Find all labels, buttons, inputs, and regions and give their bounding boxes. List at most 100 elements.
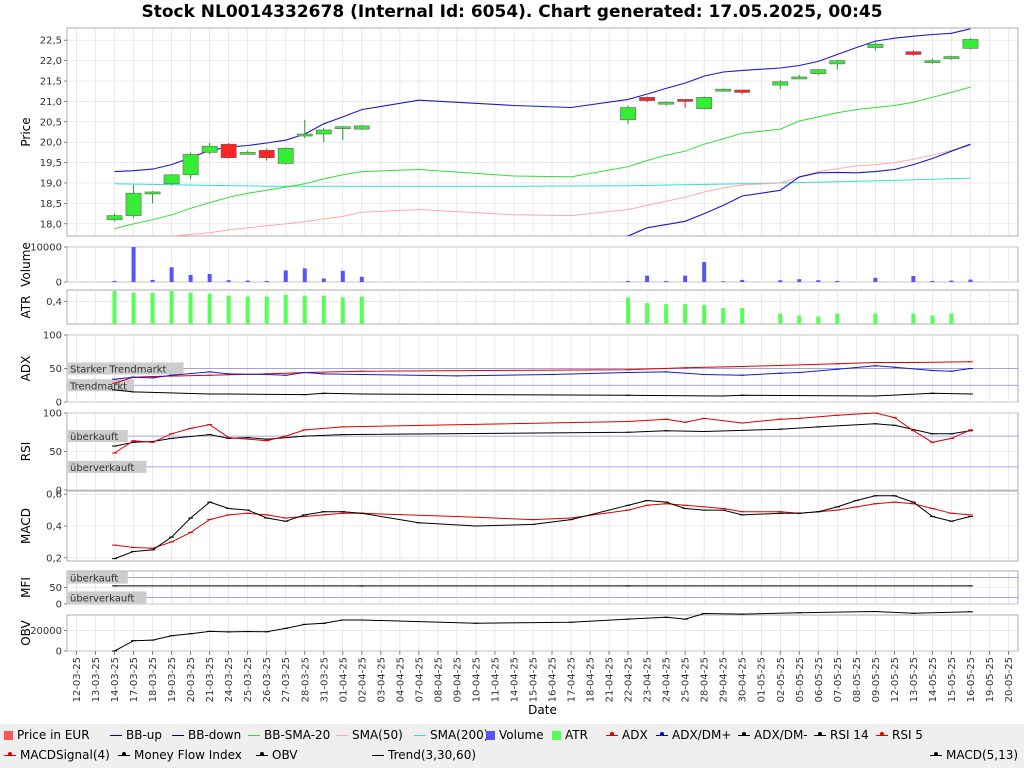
legend-label: BB-up [126, 728, 163, 742]
volume-bar [911, 276, 916, 282]
volume-bar [645, 275, 650, 282]
volume-bar [873, 277, 878, 282]
atr-bar [359, 296, 364, 324]
y-tick-label: 22,0 [40, 56, 62, 67]
volume-bar [930, 280, 935, 282]
legend-swatch [4, 731, 13, 740]
legend-label: ADX/DM+ [672, 728, 732, 742]
x-tick-label: 15-04-25 [528, 657, 539, 702]
legend-label: Trend(3,30,60) [388, 748, 477, 762]
legend-label: SMA(200) [430, 728, 489, 742]
chart-title: Stock NL0014332678 (Internal Id: 6054). … [141, 2, 883, 22]
x-tick-label: 14-04-25 [509, 657, 520, 702]
atr-bar [797, 315, 802, 324]
legend-swatch [336, 735, 348, 736]
legend-label: BB-SMA-20 [264, 728, 331, 742]
threshold-label: Trendmarkt [69, 381, 127, 392]
atr-bar [664, 304, 669, 324]
legend-marker [610, 732, 614, 736]
volume-bar [188, 275, 193, 282]
y-tick-label: 0 [56, 647, 62, 658]
candle-body [772, 81, 789, 86]
atr-bar [778, 313, 783, 324]
atr-bar [226, 295, 231, 324]
candle-body [867, 44, 884, 48]
y-tick-label: 50 [49, 583, 62, 594]
y-tick-label: 18,5 [40, 199, 62, 210]
legend-marker [818, 732, 822, 736]
volume-bar [683, 275, 688, 282]
y-tick-label: 0,6 [46, 490, 62, 501]
legend-label: Price in EUR [17, 728, 90, 742]
volume-bar [816, 280, 821, 282]
x-tick-label: 28-04-25 [700, 657, 711, 702]
volume-bar [131, 247, 136, 282]
candle-body [163, 174, 180, 185]
x-tick-label: 04-04-25 [395, 657, 406, 702]
candle-body [353, 125, 370, 130]
atr-bar [112, 290, 117, 324]
threshold-label-bg [68, 430, 128, 443]
legend-label: OBV [272, 748, 298, 762]
macd-line [114, 495, 971, 560]
candle-body [658, 101, 675, 105]
legend-label: SMA(50) [352, 728, 403, 742]
y-tick-label: 0 [56, 278, 62, 289]
atr-bar [626, 297, 631, 324]
y-tick-label: 0 [56, 486, 62, 497]
y-tick-label: 22,5 [40, 36, 62, 47]
volume-bar [150, 279, 155, 282]
volume-bar [340, 270, 345, 282]
y-tick-label: 20000 [30, 626, 62, 637]
candle-body [696, 97, 713, 110]
legend-item: RSI 5 [876, 728, 923, 742]
legend-item: RSI 14 [814, 728, 869, 742]
atr-bar [188, 292, 193, 324]
atr-bar [264, 296, 269, 324]
x-tick-label: 07-04-25 [414, 657, 425, 702]
atr-bar [169, 290, 174, 324]
legend-item: ADX [606, 728, 648, 742]
legend-label: ADX [622, 728, 648, 742]
x-tick-label: 15-05-25 [947, 657, 958, 702]
candle-body [182, 154, 199, 176]
volume-bar [264, 280, 269, 282]
candle-body [125, 192, 142, 216]
chart-canvas: 18,0 18,5 19,0 19,5 20,0 20,5 21,0 21,5 22,0 22,5… [19, 27, 1019, 717]
legend-swatch [606, 732, 618, 736]
candle-body [943, 56, 960, 59]
y-tick-label: 20,0 [40, 138, 62, 149]
candle-body [677, 99, 694, 102]
atr-bar [930, 315, 935, 324]
volume-bar [778, 280, 783, 282]
x-tick-label: 12-03-25 [72, 657, 83, 702]
x-tick-label: 02-05-25 [776, 657, 787, 702]
panel-volume [66, 246, 1019, 283]
panel-atr [66, 289, 1019, 325]
x-tick-label: 14-05-25 [928, 657, 939, 702]
y-tick-label: 0,4 [46, 522, 62, 533]
legend-item: ADX/DM+ [656, 728, 731, 742]
x-tick-label: 31-03-25 [319, 657, 330, 702]
y-axis-label: Price [19, 117, 33, 146]
atr-bar [245, 296, 250, 324]
volume-bar [740, 279, 745, 282]
candle-body [296, 133, 313, 137]
legend-item: BB-SMA-20 [248, 728, 330, 742]
legend-label: Volume [499, 728, 544, 742]
x-tick-label: 28-03-25 [300, 657, 311, 702]
x-tick-label: 29-04-25 [719, 657, 730, 702]
atr-bar [949, 313, 954, 324]
x-tick-label: 13-05-25 [909, 657, 920, 702]
threshold-label: Starker Trendmarkt [70, 365, 167, 376]
threshold-label-bg [68, 460, 147, 473]
rsi14-line [114, 423, 971, 447]
x-tick-label: 02-04-25 [357, 657, 368, 702]
y-axis-label: MFI [19, 577, 33, 598]
x-tick-label: 22-04-25 [624, 657, 635, 702]
x-tick-label: 06-05-25 [814, 657, 825, 702]
x-tick-label: 23-04-25 [643, 657, 654, 702]
legend: Price in EUR BB-up BB-down BB-SMA-20 SMA(50)… [0, 724, 1024, 768]
x-tick-label: 19-03-25 [167, 657, 178, 702]
x-tick-label: 24-04-25 [662, 657, 673, 702]
